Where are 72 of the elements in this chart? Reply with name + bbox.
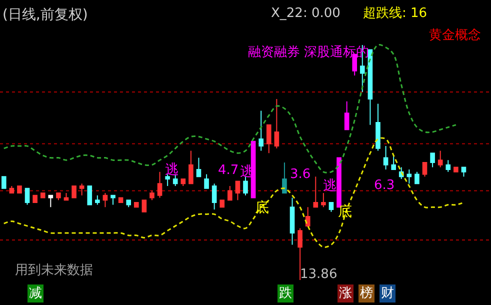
candlestick: [157, 171, 162, 198]
candlestick: [414, 171, 420, 184]
candlestick: [172, 174, 178, 186]
candlestick: [383, 146, 388, 170]
candlestick: [344, 100, 350, 130]
candlestick: [212, 183, 217, 210]
annotation: 底: [255, 200, 269, 216]
annotation: 13.86: [300, 267, 338, 282]
text: 榜: [360, 286, 373, 301]
text: 减: [29, 286, 42, 301]
candlestick: [165, 174, 170, 186]
annotation: 用到未来数据: [15, 263, 93, 278]
text: 超跌线: 16: [363, 6, 428, 21]
candlestick: [126, 200, 131, 208]
candlestick: [266, 124, 272, 154]
candlestick: [24, 188, 30, 206]
candlestick: [110, 194, 116, 206]
candlestick: [461, 166, 466, 178]
annotation: 4.7: [218, 163, 239, 178]
candlestick: [95, 194, 100, 206]
annotation: 3.6: [290, 167, 311, 182]
annotation: 逃: [323, 178, 337, 194]
candlestick: [40, 192, 46, 198]
candlestick: [454, 166, 458, 172]
text: 涨: [339, 286, 352, 301]
candlestick: [228, 186, 232, 201]
text: 跌: [279, 286, 292, 301]
text: X_22: 0.00: [271, 6, 340, 21]
candlestick: [32, 194, 38, 203]
candlestick: [274, 98, 280, 149]
candlestick: [87, 186, 92, 206]
candlestick: [150, 190, 154, 201]
candlestick: [243, 176, 248, 196]
text: 黄金概念: [429, 28, 481, 43]
candlestick: [17, 186, 22, 194]
candlestick: [391, 154, 396, 170]
candlestick: [376, 103, 380, 152]
candlestick: [282, 162, 287, 194]
candlestick: [188, 150, 194, 184]
candlestick: [328, 202, 334, 212]
annotation: 底: [338, 204, 352, 220]
candlestick: [298, 228, 302, 280]
candlestick: [368, 49, 373, 126]
candlestick: [196, 157, 202, 178]
candlestick: [446, 160, 451, 172]
candlestick: [102, 192, 108, 208]
candlestick: [56, 192, 61, 201]
candlestick: [438, 150, 443, 168]
candlestick: [180, 178, 186, 186]
candlestick: [220, 200, 225, 208]
annotation: 6.3: [374, 178, 395, 193]
annotation: 逃: [165, 162, 179, 178]
candlestick: [9, 186, 14, 194]
candlestick: [430, 152, 435, 168]
candlestick: [79, 183, 84, 196]
candlestick: [313, 176, 318, 208]
candlestick: [305, 206, 310, 226]
candlestick: [142, 200, 147, 212]
candlestick: [422, 162, 428, 178]
candlestick: [235, 180, 240, 201]
text: 财: [381, 286, 394, 301]
candlestick: [64, 192, 69, 201]
candlestick: [134, 202, 139, 208]
candlestick: [72, 186, 76, 198]
candlestick: [258, 110, 264, 152]
candlestick: [1, 176, 6, 189]
candlestick: [290, 197, 295, 246]
candlestick: [321, 192, 326, 208]
candlestick: [204, 174, 209, 189]
candlestick: [48, 194, 54, 208]
chart-title: (日线,前复权): [2, 6, 88, 23]
candlestick: [406, 169, 412, 184]
